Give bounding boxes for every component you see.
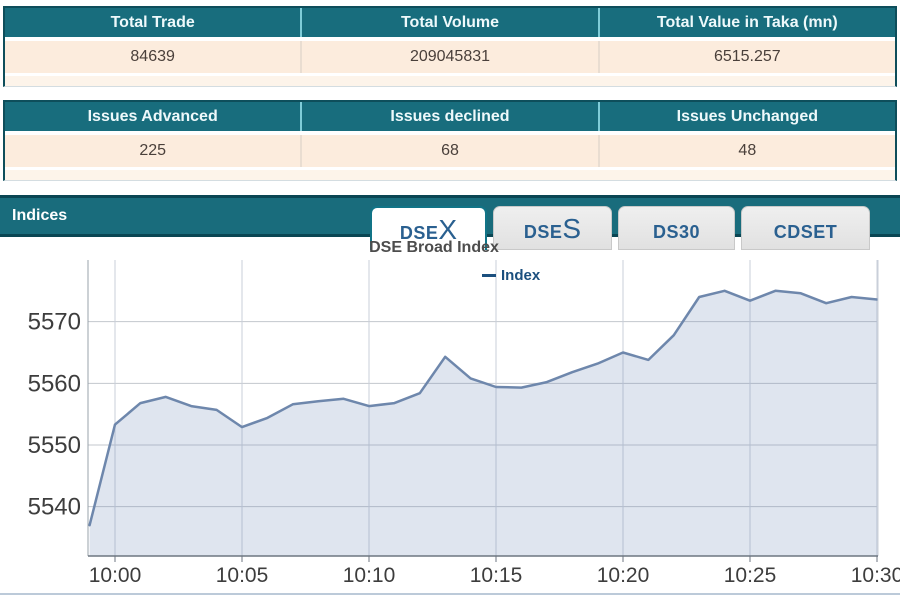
tab-ds30[interactable]: DS30: [618, 206, 735, 250]
indices-title: Indices: [12, 207, 68, 224]
issues-unchanged-header: Issues Unchanged: [597, 102, 895, 131]
total-value-header: Total Value in Taka (mn): [597, 8, 895, 37]
issues-header-row: Issues Advanced Issues declined Issues U…: [5, 102, 895, 131]
x-tick-label: 10:00: [89, 564, 142, 587]
y-tick-label: 5540: [28, 494, 81, 521]
y-tick-label: 5550: [28, 432, 81, 459]
issues-declined-header: Issues declined: [300, 102, 597, 131]
total-value-taka-value: 6515.257: [597, 41, 895, 73]
market-summary-table: Total Trade Total Volume Total Value in …: [3, 6, 897, 87]
index-series-area: [89, 290, 878, 556]
x-tick-label: 10:20: [597, 564, 650, 587]
chart-title: DSE Broad Index: [369, 239, 499, 256]
tab-cdset-label: CDSET: [773, 222, 838, 242]
issues-table-footer-strip: [5, 170, 895, 180]
summary-header-row: Total Trade Total Volume Total Value in …: [5, 8, 895, 37]
x-tick-label: 10:30: [851, 564, 900, 587]
tab-ds30-label: DS30: [652, 222, 701, 242]
tab-dses-label: DSE: [523, 222, 563, 242]
issues-declined-value: 68: [300, 135, 597, 167]
x-tick-label: 10:10: [343, 564, 396, 587]
chart-legend[interactable]: Index: [482, 267, 540, 284]
summary-value-row: 84639 209045831 6515.257: [5, 41, 895, 73]
tab-dsex-label: DSE: [399, 223, 439, 243]
legend-line-icon: [482, 274, 496, 277]
issues-advanced-header: Issues Advanced: [87, 108, 218, 125]
x-tick-label: 10:15: [470, 564, 523, 587]
index-tabs: DSEX DSES DS30 CDSET: [370, 206, 870, 250]
issues-advanced-value: 225: [139, 142, 167, 159]
x-tick-label: 10:05: [216, 564, 269, 587]
tab-dsex[interactable]: DSEX: [370, 206, 487, 250]
tab-dses[interactable]: DSES: [493, 206, 612, 250]
tab-cdset[interactable]: CDSET: [741, 206, 870, 250]
legend-label: Index: [501, 267, 541, 284]
index-series-line: [88, 289, 879, 527]
total-volume-header: Total Volume: [300, 8, 597, 37]
total-volume-value: 209045831: [300, 41, 597, 73]
summary-table-footer-strip: [5, 76, 895, 86]
issues-unchanged-value: 48: [597, 135, 895, 167]
total-trade-value: 84639: [130, 48, 175, 65]
issues-table: Issues Advanced Issues declined Issues U…: [3, 100, 897, 181]
y-tick-label: 5570: [28, 309, 81, 336]
index-chart-area: DSE Broad Index Index 5540 5550 5560 5570 10…: [0, 237, 900, 595]
indices-panel: Indices DSEX DSES DS30 CDSET DSE Broad I…: [0, 195, 900, 595]
tab-dsex-label-big: X: [438, 214, 458, 245]
index-area-chart: 5540 5550 5560 5570 10:00 10:05 10:10 10:15 10:2…: [28, 260, 900, 587]
tab-dses-label-big: S: [562, 213, 582, 244]
total-trade-header: Total Trade: [110, 14, 195, 31]
y-tick-label: 5560: [28, 370, 81, 397]
issues-value-row: 225 68 48: [5, 135, 895, 167]
x-tick-label: 10:25: [724, 564, 777, 587]
